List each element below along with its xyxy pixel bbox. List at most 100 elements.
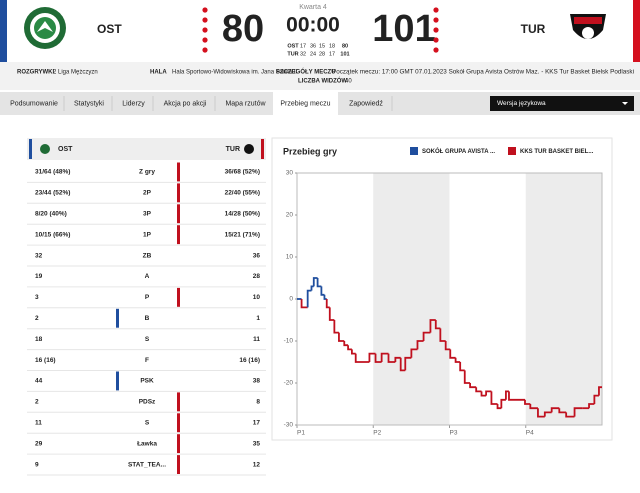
stats-table: OST TUR 31/64 (48%) Z gry 36/68 (52%) 23/44… bbox=[27, 138, 266, 476]
stat-home: 9 bbox=[35, 461, 39, 468]
quarter-cell: TUR bbox=[287, 51, 298, 57]
info-bar bbox=[0, 62, 640, 90]
stat-home: 3 bbox=[35, 294, 39, 301]
score-diff-step bbox=[306, 289, 312, 308]
quarter-cell: 32 bbox=[300, 51, 306, 57]
quarter-cell: 17 bbox=[300, 43, 306, 49]
score-diff-step bbox=[588, 403, 595, 409]
score-diff-step bbox=[316, 278, 322, 288]
stat-away: 36 bbox=[253, 252, 261, 259]
leader-marker bbox=[177, 162, 180, 182]
score-diff-step bbox=[404, 356, 412, 371]
score-diff-step bbox=[347, 345, 352, 351]
home-score: 80 bbox=[222, 8, 264, 50]
score-diff-step bbox=[333, 320, 339, 334]
stat-home: 2 bbox=[35, 315, 39, 322]
dots bbox=[202, 7, 439, 53]
score-diff-step bbox=[454, 357, 461, 363]
dropdown-label[interactable]: Wersja językowa bbox=[497, 100, 546, 107]
period: Kwarta 4 bbox=[299, 4, 327, 11]
score-diff-step bbox=[475, 387, 482, 393]
legend-label: SOKÓŁ GRUPA AVISTA ... bbox=[422, 147, 495, 155]
scoreboard bbox=[0, 0, 640, 62]
score-diff-step bbox=[543, 411, 552, 417]
stat-away: 1 bbox=[256, 315, 260, 322]
stat-away: 15/21 (71%) bbox=[225, 231, 260, 238]
stat-away: 11 bbox=[253, 336, 260, 343]
score-diff-step bbox=[422, 331, 431, 341]
y-tick-label: 0 bbox=[289, 296, 293, 303]
score-diff-step bbox=[320, 286, 325, 296]
stat-label: F bbox=[145, 357, 149, 364]
home-marker bbox=[29, 139, 32, 159]
dot bbox=[433, 37, 439, 43]
y-tick-label: -30 bbox=[284, 422, 294, 429]
stat-label: ZB bbox=[143, 252, 152, 259]
tab[interactable]: Liderzy bbox=[122, 100, 145, 107]
stat-label: P bbox=[145, 294, 150, 301]
y-tick-label: 30 bbox=[286, 170, 294, 177]
stat-home: 29 bbox=[35, 440, 43, 447]
score-diff-step bbox=[550, 407, 560, 413]
score-diff-step bbox=[354, 353, 370, 363]
leader-marker bbox=[177, 287, 180, 307]
stat-away: 12 bbox=[253, 461, 261, 468]
score-diff-step bbox=[328, 307, 335, 321]
stat-label: PDSz bbox=[139, 399, 156, 406]
dot bbox=[433, 7, 439, 13]
legend-swatch bbox=[410, 147, 418, 155]
stat-home: 23/44 (52%) bbox=[35, 190, 70, 197]
quarter-cell: 36 bbox=[310, 43, 316, 49]
dot bbox=[433, 17, 439, 23]
tab[interactable]: Akcja po akcji bbox=[164, 100, 207, 107]
stat-home: 8/20 (40%) bbox=[35, 210, 67, 217]
score-diff-step bbox=[300, 299, 308, 309]
tabs: Podsumowanie Statystyki Liderzy Akcja po ak… bbox=[10, 92, 393, 115]
legend-label: KKS TUR BASKET BIEL... bbox=[520, 149, 594, 155]
stat-home: 19 bbox=[35, 273, 43, 280]
score-diff-step bbox=[368, 352, 376, 362]
info-value: 2 Liga Mężczyzn bbox=[53, 70, 98, 76]
dropdown[interactable] bbox=[490, 96, 634, 111]
x-tick-label: P2 bbox=[373, 430, 381, 437]
stat-home: 10/15 (66%) bbox=[35, 231, 70, 238]
leader-marker bbox=[177, 225, 180, 245]
tab[interactable]: Statystyki bbox=[74, 100, 104, 107]
dropdown-arrow bbox=[622, 102, 628, 105]
score-diff-step bbox=[399, 357, 406, 372]
score-diff-step bbox=[387, 353, 396, 363]
stat-away: 17 bbox=[253, 419, 261, 426]
x-tick-label: P1 bbox=[297, 430, 305, 437]
home-logo bbox=[24, 7, 66, 49]
stat-label: 2P bbox=[143, 190, 152, 197]
score-diff-step bbox=[351, 349, 356, 355]
leader-marker bbox=[177, 434, 180, 454]
score-diff-step bbox=[463, 370, 471, 384]
score-diff-step bbox=[374, 353, 382, 363]
stat-away: 8 bbox=[256, 399, 260, 406]
home-icon bbox=[40, 144, 50, 154]
away-stripe bbox=[633, 0, 640, 62]
stat-away: 22/40 (55%) bbox=[225, 190, 260, 197]
score-diff-step bbox=[444, 341, 451, 351]
home-name: OST bbox=[97, 22, 122, 36]
score-diff-step bbox=[480, 391, 487, 397]
stats-away: TUR bbox=[226, 146, 240, 153]
info-label: SZCZEGÓŁY MECZU bbox=[276, 68, 336, 76]
tab[interactable]: Przebieg meczu bbox=[280, 100, 330, 107]
stat-label: Z gry bbox=[139, 169, 155, 176]
stat-home: 44 bbox=[35, 378, 43, 385]
language-select[interactable]: Wersja językowa bbox=[490, 96, 634, 111]
info-value: Hala Sportowo-Widowiskowa im. Jana Pawła… bbox=[172, 70, 297, 76]
chart: SOKÓŁ GRUPA AVISTA ... KKS TUR BASKET BIE… bbox=[284, 147, 603, 437]
away-logo bbox=[570, 14, 606, 39]
score-diff-step bbox=[325, 299, 330, 309]
away-score: 101 bbox=[372, 8, 435, 50]
tab[interactable]: Zapowiedź bbox=[349, 100, 383, 107]
tab[interactable]: Mapa rzutów bbox=[225, 100, 266, 107]
y-tick-label: 10 bbox=[286, 254, 294, 261]
stat-label: 1P bbox=[143, 231, 152, 238]
quarter-cell: 80 bbox=[342, 43, 348, 49]
score-diff-step bbox=[558, 408, 567, 414]
tab[interactable]: Podsumowanie bbox=[10, 100, 58, 107]
